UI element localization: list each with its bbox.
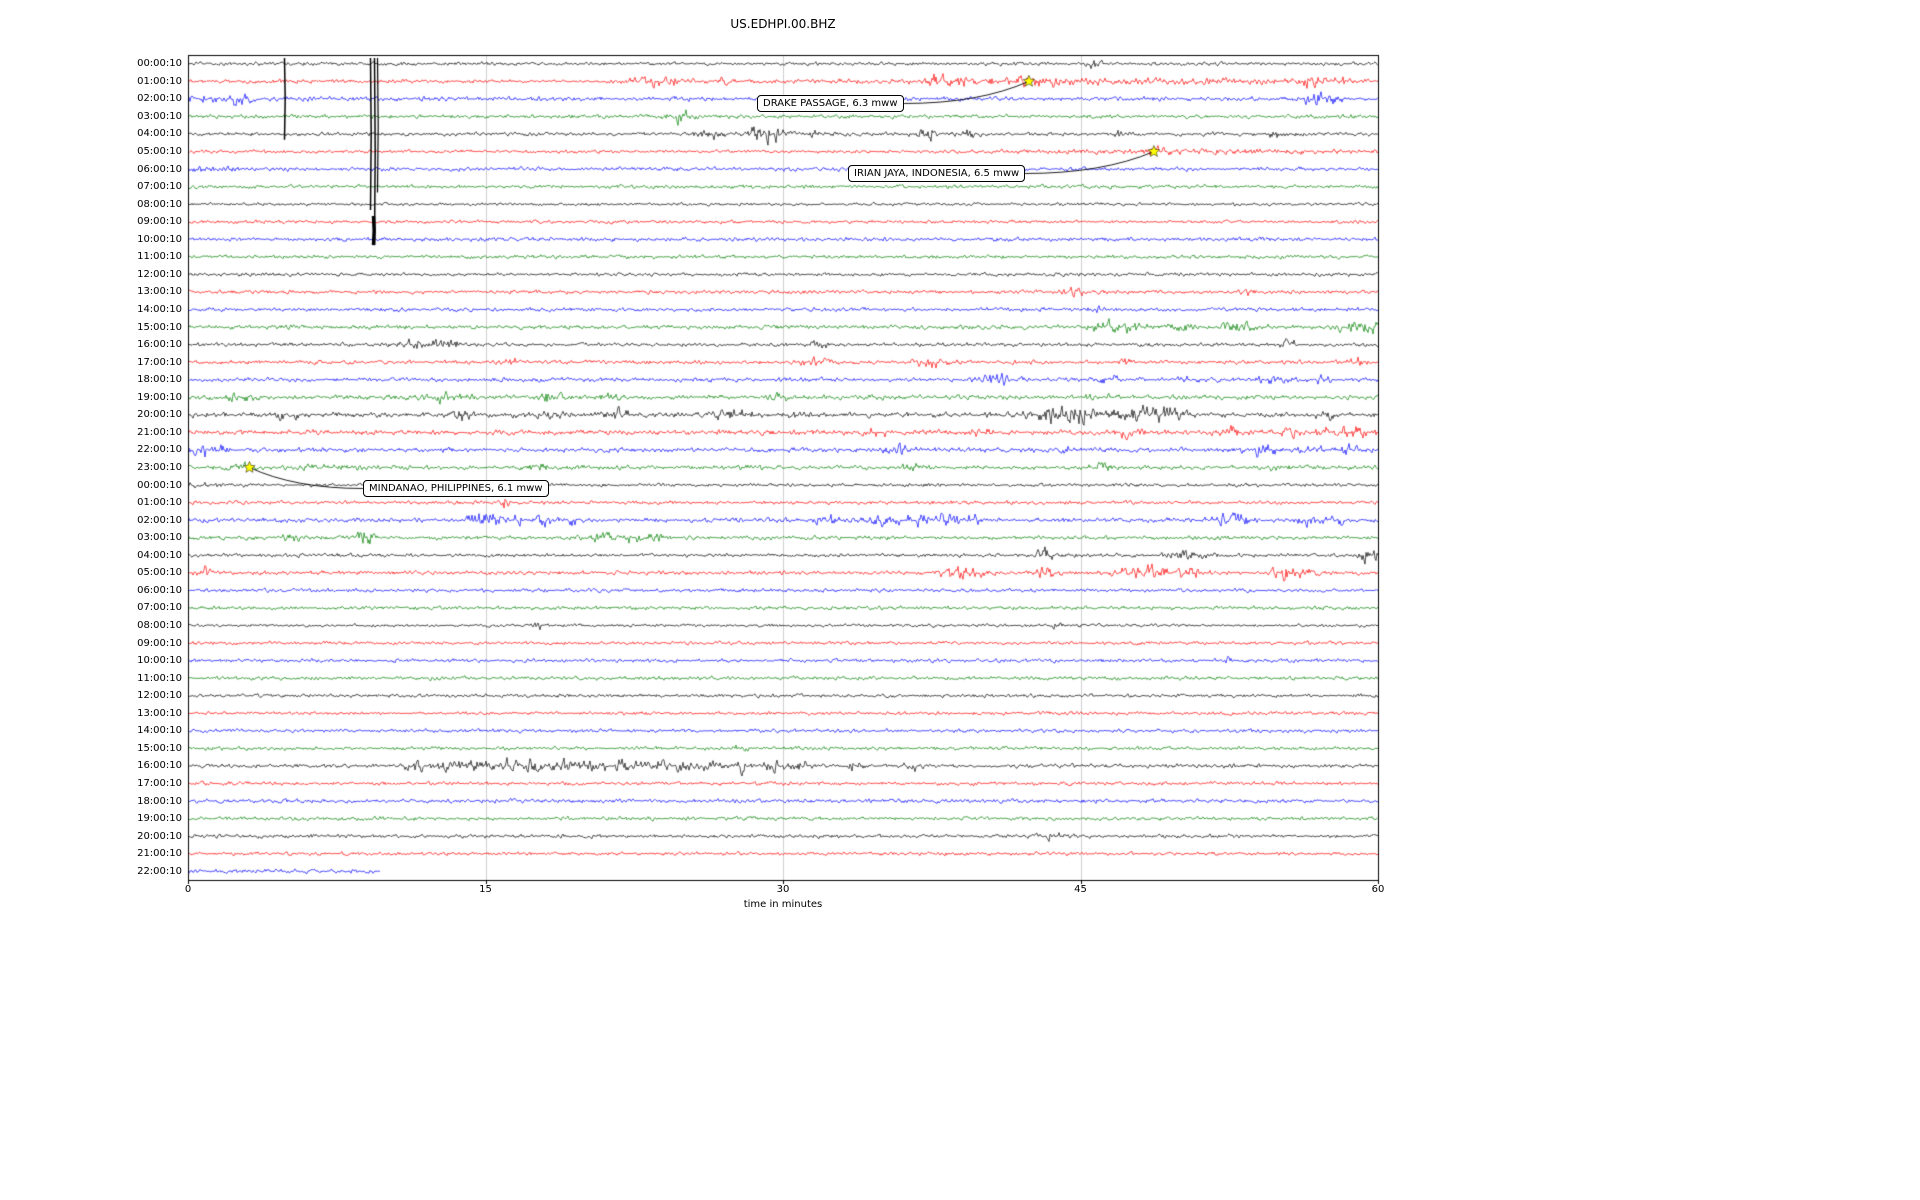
row-time-label: 13:00:10 — [137, 286, 182, 298]
row-time-label: 01:00:10 — [137, 497, 182, 509]
row-time-label: 14:00:10 — [137, 725, 182, 737]
event-callout: IRIAN JAYA, INDONESIA, 6.5 mww — [848, 165, 1026, 182]
row-time-label: 06:00:10 — [137, 163, 182, 175]
row-time-label: 22:00:10 — [137, 444, 182, 456]
row-time-label: 15:00:10 — [137, 321, 182, 333]
row-time-label: 03:00:10 — [137, 110, 182, 122]
row-time-label: 19:00:10 — [137, 391, 182, 403]
row-time-label: 13:00:10 — [137, 707, 182, 719]
row-time-label: 10:00:10 — [137, 233, 182, 245]
event-callout: DRAKE PASSAGE, 6.3 mww — [757, 95, 904, 112]
row-time-label: 12:00:10 — [137, 690, 182, 702]
row-time-label: 20:00:10 — [137, 409, 182, 421]
row-time-label: 11:00:10 — [137, 672, 182, 684]
row-time-label: 23:00:10 — [137, 462, 182, 473]
row-time-label: 08:00:10 — [137, 619, 182, 631]
row-time-label: 09:00:10 — [137, 637, 182, 649]
row-time-label: 18:00:10 — [137, 374, 182, 386]
row-time-label: 05:00:10 — [137, 567, 182, 579]
row-time-label: 07:00:10 — [137, 602, 182, 614]
row-time-label: 04:00:10 — [137, 128, 182, 140]
row-time-label: 04:00:10 — [137, 549, 182, 561]
row-time-label: 12:00:10 — [137, 268, 182, 280]
row-time-label: 07:00:10 — [137, 181, 182, 193]
row-time-label: 17:00:10 — [137, 777, 182, 789]
row-time-label: 17:00:10 — [137, 356, 182, 368]
row-time-label: 01:00:10 — [137, 75, 182, 87]
row-time-label: 18:00:10 — [137, 795, 182, 807]
event-callout: MINDANAO, PHILIPPINES, 6.1 mww — [363, 480, 549, 497]
row-time-label: 15:00:10 — [137, 742, 182, 754]
row-time-label: 10:00:10 — [137, 655, 182, 667]
row-time-label: 00:00:10 — [137, 479, 182, 491]
row-time-label: 20:00:10 — [137, 830, 182, 842]
x-tick-label: 30 — [776, 884, 790, 895]
row-time-label: 21:00:10 — [137, 848, 182, 860]
row-time-label: 21:00:10 — [137, 426, 182, 438]
x-axis-label: time in minutes — [743, 899, 823, 910]
row-time-label: 09:00:10 — [137, 216, 182, 228]
row-time-label: 06:00:10 — [137, 584, 182, 596]
x-tick-label: 45 — [1074, 884, 1087, 895]
x-tick-label: 15 — [479, 884, 492, 895]
x-tick-label: 60 — [1371, 884, 1385, 895]
row-time-label: 02:00:10 — [137, 514, 182, 526]
row-time-label: 16:00:10 — [137, 760, 182, 772]
row-time-label: 14:00:10 — [137, 304, 182, 316]
row-time-label: 22:00:10 — [137, 865, 182, 877]
row-time-label: 05:00:10 — [137, 146, 182, 158]
row-time-label: 03:00:10 — [137, 532, 182, 544]
row-time-label: 02:00:10 — [137, 93, 182, 105]
x-tick-label: 0 — [184, 884, 192, 895]
row-time-label: 08:00:10 — [137, 198, 182, 210]
row-time-label: 00:00:10 — [137, 58, 182, 70]
row-time-label: 16:00:10 — [137, 339, 182, 351]
row-time-label: 19:00:10 — [137, 813, 182, 825]
row-time-label: 11:00:10 — [137, 251, 182, 263]
